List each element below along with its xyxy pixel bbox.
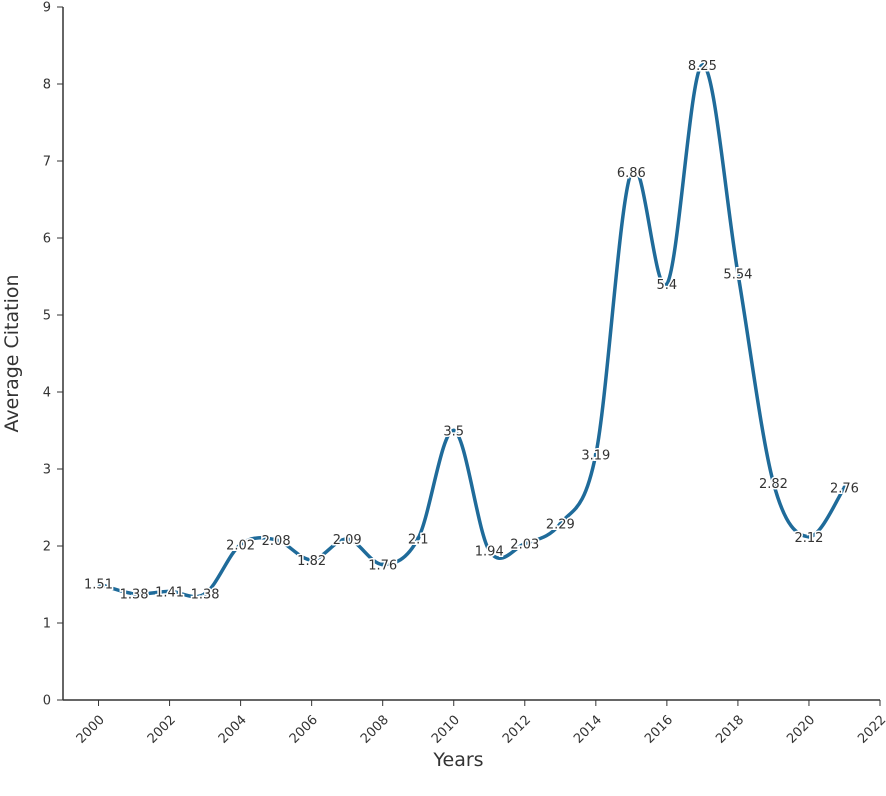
x-tick-label: 2008 [358, 713, 392, 747]
x-tick-label: 2002 [145, 713, 179, 747]
data-point [842, 485, 847, 490]
data-label: 2.76 [830, 481, 859, 496]
data-label: 1.41 [155, 585, 184, 600]
series-line [96, 62, 847, 599]
data-point [771, 480, 776, 485]
data-label: 3.19 [581, 448, 610, 463]
data-point [203, 591, 208, 596]
data-label: 6.86 [617, 166, 646, 181]
data-point [309, 557, 314, 562]
y-tick-label: 6 [43, 232, 51, 247]
y-tick-label: 0 [43, 694, 51, 709]
data-label: 1.76 [368, 558, 397, 573]
data-point [132, 591, 137, 596]
data-label: 2.03 [510, 538, 539, 553]
data-point [700, 62, 705, 67]
x-axis-title: Years [432, 749, 483, 771]
data-point [522, 541, 527, 546]
data-point [167, 589, 172, 594]
y-tick-label: 7 [43, 155, 51, 170]
y-tick-label: 3 [43, 463, 51, 478]
data-point [96, 581, 101, 586]
y-tick-label: 4 [43, 386, 51, 401]
x-tick-label: 2020 [784, 713, 818, 747]
x-tick-label: 2004 [216, 713, 250, 747]
y-axis-title: Average Citation [1, 274, 23, 432]
data-label: 2.12 [794, 531, 823, 546]
data-label: 1.94 [475, 545, 504, 560]
data-point [345, 537, 350, 542]
y-tick-label: 5 [43, 309, 51, 324]
x-tick-label: 2016 [642, 713, 676, 747]
data-point [380, 562, 385, 567]
y-axis: 0 1 2 3 4 5 6 7 8 9 [43, 1, 64, 709]
data-label: 1.82 [297, 554, 326, 569]
data-label: 5.54 [723, 267, 752, 282]
x-tick-label: 2018 [713, 713, 747, 747]
data-point [629, 169, 634, 174]
x-tick-label: 2014 [571, 713, 605, 747]
data-labels: 1.51 1.38 1.41 1.38 2.02 2.08 1.82 2.09 1.76 2.1 3… [83, 57, 861, 604]
y-tick-label: 8 [43, 78, 51, 93]
data-label: 1.51 [84, 578, 113, 593]
data-label: 5.4 [657, 278, 678, 293]
data-point [593, 452, 598, 457]
data-label: 2.02 [226, 538, 255, 553]
data-label: 1.38 [191, 588, 220, 603]
data-point [735, 271, 740, 276]
data-label: 2.1 [408, 532, 429, 547]
data-label: 8.25 [688, 59, 717, 74]
data-point [274, 537, 279, 542]
x-tick-label: 2006 [287, 713, 321, 747]
y-tick-label: 2 [43, 540, 51, 555]
data-label: 2.82 [759, 477, 788, 492]
data-point [664, 282, 669, 287]
x-tick-label: 2012 [500, 713, 534, 747]
data-point [416, 536, 421, 541]
data-point [806, 534, 811, 539]
data-label: 1.38 [120, 588, 149, 603]
data-point [238, 542, 243, 547]
x-tick-label: 2000 [74, 713, 108, 747]
data-point [487, 548, 492, 553]
data-label: 2.08 [262, 534, 291, 549]
x-axis: 2000 2002 2004 2006 2008 2010 2012 2014 2016 2018… [63, 699, 886, 747]
series-group [96, 62, 847, 599]
x-tick-label: 2010 [429, 713, 463, 747]
y-tick-label: 1 [43, 617, 51, 632]
data-label: 3.5 [443, 425, 464, 440]
y-tick-label: 9 [43, 1, 51, 16]
x-tick-label: 2022 [855, 713, 886, 747]
data-point [451, 428, 456, 433]
data-point [558, 521, 563, 526]
data-label: 2.29 [546, 518, 575, 533]
data-label: 2.09 [333, 533, 362, 548]
